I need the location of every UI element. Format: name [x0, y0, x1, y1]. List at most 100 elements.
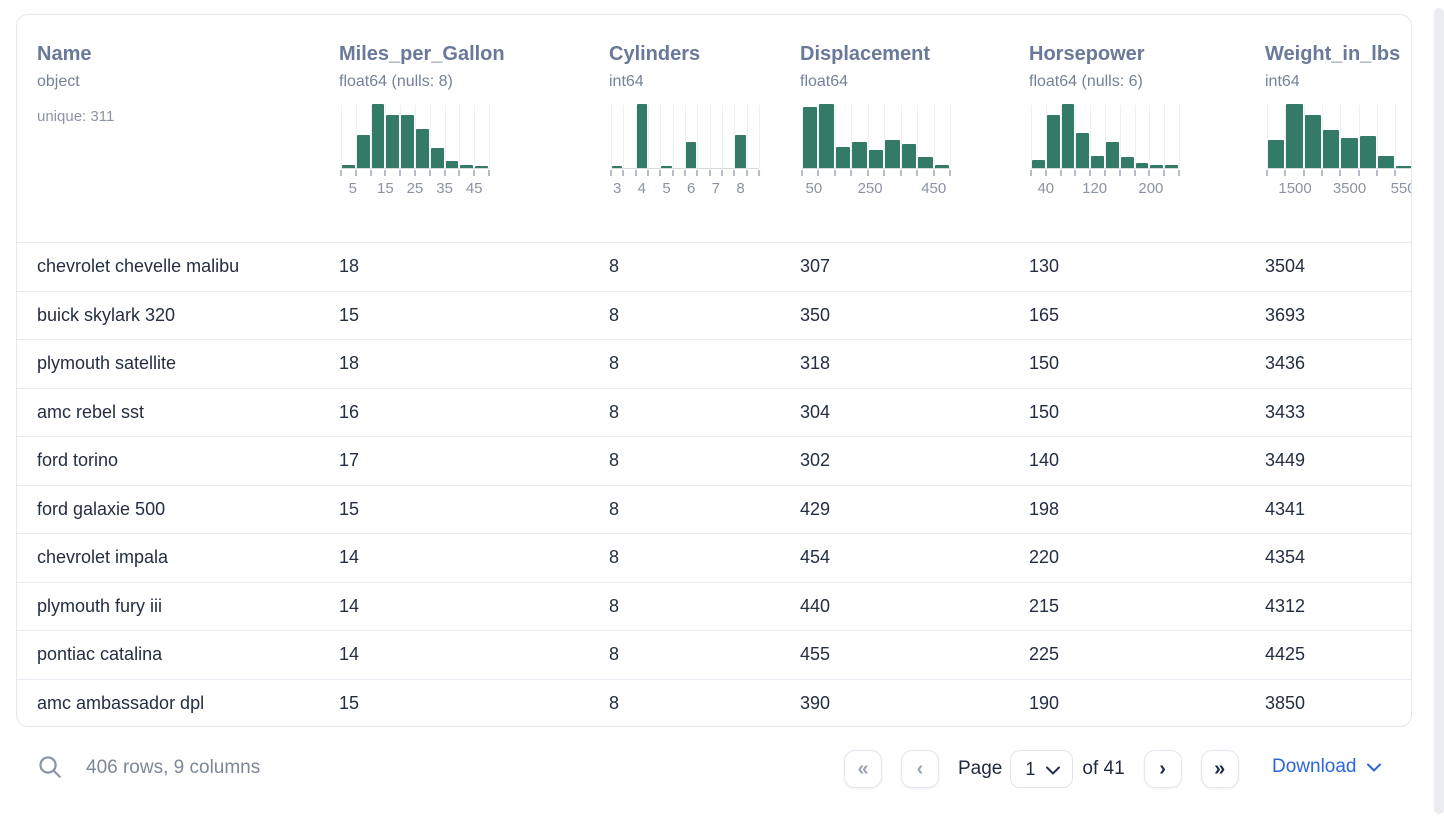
table-cell: 14 [339, 595, 360, 616]
table-cell: chevrolet chevelle malibu [37, 256, 240, 277]
download-button[interactable]: Download [1272, 756, 1381, 778]
table-row: amc ambassador dpl 15 8 390 190 3850 [17, 678, 1411, 727]
histogram-bar [901, 143, 917, 168]
chevron-down-icon [1046, 759, 1061, 780]
histogram-bar [934, 165, 949, 168]
table-cell: 4312 [1265, 595, 1306, 616]
table-cell: 220 [1029, 547, 1060, 568]
table-cell: 3504 [1265, 256, 1306, 277]
search-icon [37, 756, 63, 783]
table-cell: 440 [800, 595, 831, 616]
table-cell: 150 [1029, 353, 1060, 374]
axis-tick-label: 1500 [1278, 180, 1312, 197]
table-row: ford galaxie 500 15 8 429 198 4341 [17, 484, 1411, 534]
column-type: float64 (nulls: 6) [1029, 73, 1143, 90]
table-cell: 4354 [1265, 547, 1306, 568]
column-name: Horsepower [1029, 43, 1145, 65]
axis-tick-label: 3 [613, 180, 622, 197]
table-cell: 8 [609, 450, 620, 471]
column-header-displacement[interactable]: Displacement float64 50 250 450 [800, 15, 1029, 242]
table-cell: 307 [800, 256, 831, 277]
histogram-bar [803, 107, 818, 168]
axis-tick-label: 5 [348, 180, 357, 197]
table-cell: 8 [609, 498, 620, 519]
axis-tick-label: 250 [857, 180, 883, 197]
axis-tick-label: 200 [1138, 180, 1164, 197]
column-unique-count: unique: 311 [37, 108, 115, 125]
column-type: object [37, 73, 80, 90]
column-header-cylinders[interactable]: Cylinders int64 3 4 5 6 7 8 [609, 15, 800, 242]
histogram-bar [1061, 104, 1075, 168]
search-button[interactable] [36, 754, 64, 782]
column-histogram: 5 15 25 35 45 [340, 104, 490, 201]
table-cell: 130 [1029, 256, 1060, 277]
axis-tick-label: 15 [377, 180, 394, 197]
table-row: plymouth satellite 18 8 318 150 3436 [17, 339, 1411, 388]
table-cell: 15 [339, 498, 360, 519]
table-row: amc rebel sst 16 8 304 150 3433 [17, 387, 1411, 437]
prev-page-icon: ‹ [916, 757, 924, 780]
histogram-bar [1323, 129, 1340, 168]
column-histogram: 40 120 200 [1030, 104, 1180, 201]
histogram-bar [386, 114, 400, 168]
table-cell: 15 [339, 692, 360, 713]
table-cell: 8 [609, 353, 620, 374]
axis-tick-label: 120 [1082, 180, 1108, 197]
histogram-bar [1304, 114, 1321, 168]
table-cell: 215 [1029, 595, 1060, 616]
vertical-scrollbar[interactable] [1434, 8, 1444, 814]
table-cell: plymouth fury iii [37, 595, 163, 616]
axis-tick-label: 8 [736, 180, 745, 197]
histogram-bar [356, 134, 370, 168]
histogram-bar [918, 157, 933, 168]
table-cell: 3850 [1265, 692, 1306, 713]
histogram-bar [636, 104, 647, 168]
histogram-bar [612, 166, 623, 168]
page-select[interactable]: 1 [1010, 750, 1074, 788]
table-cell: pontiac catalina [37, 644, 163, 665]
axis-tick-label: 450 [921, 180, 947, 197]
histogram-bar [342, 165, 355, 168]
table-cell: 3693 [1265, 304, 1306, 325]
histogram-bar [1165, 165, 1178, 168]
axis-tick-label: 7 [711, 180, 720, 197]
histogram-bar [1135, 162, 1149, 168]
axis-tick-label: 40 [1037, 180, 1055, 197]
column-histogram: 1500 3500 5500 [1266, 104, 1411, 201]
table-cell: 454 [800, 547, 831, 568]
table-cell: 14 [339, 644, 360, 665]
column-header-name[interactable]: Name object unique: 311 [37, 15, 339, 242]
prev-page-button[interactable]: ‹ [901, 750, 939, 788]
table-cell: ford torino [37, 450, 119, 471]
column-header-miles_per_gallon[interactable]: Miles_per_Gallon float64 (nulls: 8) 5 15 25 3… [339, 15, 609, 242]
last-page-button[interactable]: » [1200, 750, 1239, 788]
histogram-bar [401, 114, 414, 168]
histogram-bar [1396, 166, 1411, 168]
next-page-icon: › [1159, 757, 1166, 780]
column-header-weight_in_lbs[interactable]: Weight_in_lbs int64 1500 3500 5500 [1265, 15, 1411, 242]
table-header: Name object unique: 311 Miles_per_Gallon flo… [17, 15, 1411, 242]
histogram-bar [1106, 142, 1119, 168]
next-page-button[interactable]: › [1143, 750, 1182, 788]
histogram-bar [852, 142, 867, 168]
column-header-horsepower[interactable]: Horsepower float64 (nulls: 6) 40 120 200 [1029, 15, 1265, 242]
column-name: Name [37, 43, 92, 65]
column-name: Cylinders [609, 43, 701, 65]
histogram-bar [819, 104, 834, 168]
first-page-button[interactable]: « [844, 750, 882, 788]
column-type: float64 [800, 73, 849, 90]
histogram-bar [735, 134, 746, 168]
table-cell: 8 [609, 547, 620, 568]
table-row: pontiac catalina 14 8 455 225 4425 [17, 630, 1411, 679]
histogram-bar [868, 150, 884, 168]
axis-tick-label: 45 [465, 180, 483, 197]
table-cell: 14 [339, 547, 360, 568]
histogram-bar [1341, 137, 1358, 168]
table-cell: 18 [339, 256, 360, 277]
table-cell: 8 [609, 256, 620, 277]
table-row: chevrolet impala 14 8 454 220 4354 [17, 533, 1411, 582]
histogram-bar [1359, 136, 1376, 168]
histogram-bar [686, 142, 697, 168]
table-cell: 350 [800, 304, 831, 325]
axis-tick-label: 3500 [1332, 180, 1367, 197]
